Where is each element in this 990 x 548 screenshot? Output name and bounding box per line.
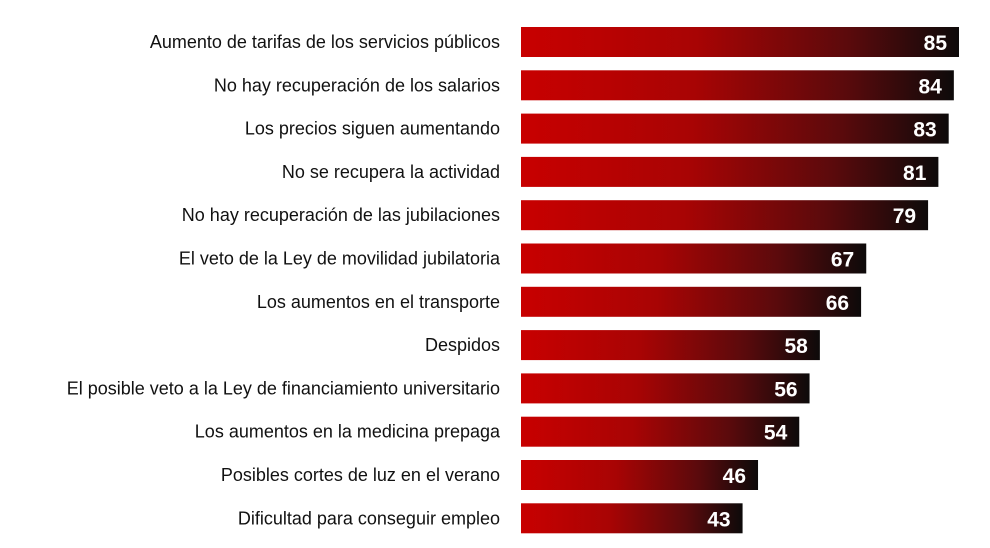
bar (521, 330, 820, 361)
value-label: 83 (913, 119, 936, 142)
bar (521, 113, 949, 144)
value-label: 46 (723, 465, 746, 488)
bar-group: Dificultad para conseguir empleo 43 (238, 503, 743, 534)
bar (521, 70, 954, 101)
value-label: 67 (831, 249, 854, 272)
category-label: Los precios siguen aumentando (245, 119, 500, 139)
bar (521, 200, 929, 231)
category-label: El posible veto a la Ley de financiamien… (67, 378, 500, 398)
bar (521, 156, 939, 187)
value-label: 66 (826, 292, 849, 315)
category-label: Los aumentos en el transporte (257, 292, 500, 312)
category-label: No hay recuperación de los salarios (214, 75, 500, 95)
bar-group: No se recupera la actividad 81 (282, 156, 939, 187)
category-label: Aumento de tarifas de los servicios públ… (150, 32, 500, 52)
bar (521, 373, 810, 404)
value-label: 85 (924, 32, 948, 55)
category-label: El veto de la Ley de movilidad jubilator… (179, 249, 501, 269)
category-label: Los aumentos en la medicina prepaga (195, 422, 501, 442)
bar-group: El posible veto a la Ley de financiamien… (67, 373, 810, 404)
bar-group: No hay recuperación de las jubilaciones 7… (182, 200, 929, 231)
bar (521, 416, 800, 447)
value-label: 79 (893, 205, 916, 228)
category-label: Dificultad para conseguir empleo (238, 508, 500, 528)
bar-group: Aumento de tarifas de los servicios públ… (150, 27, 959, 57)
value-label: 54 (764, 422, 788, 445)
value-label: 58 (785, 335, 809, 358)
category-label: No hay recuperación de las jubilaciones (182, 205, 500, 225)
bar-group: Posibles cortes de luz en el verano 46 (221, 460, 759, 490)
bar-group: El veto de la Ley de movilidad jubilator… (179, 243, 867, 274)
bar-group: Despidos 58 (425, 330, 820, 361)
bar (521, 27, 959, 57)
category-label: Despidos (425, 335, 500, 355)
bar-group: No hay recuperación de los salarios 84 (214, 70, 954, 101)
value-label: 84 (918, 75, 942, 98)
bar (521, 243, 867, 274)
bar-group: Los aumentos en el transporte 66 (257, 286, 862, 317)
category-label: Posibles cortes de luz en el verano (221, 465, 500, 485)
value-label: 81 (903, 162, 927, 185)
value-label: 43 (707, 508, 730, 531)
bar (521, 503, 743, 534)
bar (521, 286, 862, 317)
bar (521, 460, 759, 490)
bar-group: Los precios siguen aumentando 83 (245, 113, 949, 144)
value-label: 56 (774, 378, 797, 401)
bar-group: Los aumentos en la medicina prepaga 54 (195, 416, 800, 447)
category-label: No se recupera la actividad (282, 162, 500, 182)
